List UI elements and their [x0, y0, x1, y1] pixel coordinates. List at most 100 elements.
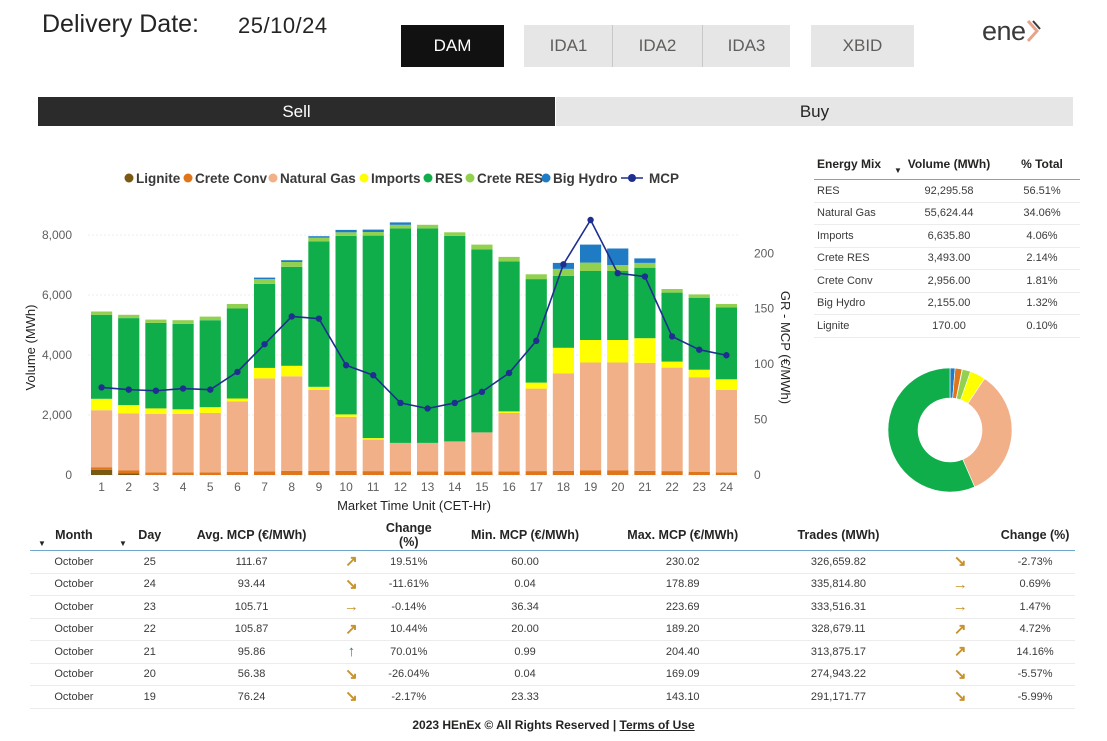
- bar-segment-crete-conv[interactable]: [90, 467, 113, 470]
- bar-segment-natural-gas[interactable]: [607, 362, 629, 471]
- bar-segment-big-hydro[interactable]: [579, 244, 602, 263]
- sort-desc-icon[interactable]: ▼: [894, 166, 902, 175]
- bar-segment-big-hydro[interactable]: [281, 260, 303, 262]
- mcp-point[interactable]: [505, 369, 513, 377]
- bar-segment-big-hydro[interactable]: [335, 229, 357, 233]
- bar-segment-crete-res[interactable]: [308, 237, 330, 242]
- bar-segment-crete-res[interactable]: [525, 274, 547, 280]
- market-button-ida2[interactable]: IDA2: [613, 25, 702, 67]
- bar-segment-imports[interactable]: [308, 386, 330, 390]
- bar-segment-big-hydro[interactable]: [389, 222, 412, 225]
- bar-segment-crete-res[interactable]: [498, 256, 520, 262]
- bar-segment-imports[interactable]: [90, 398, 113, 411]
- bar-segment-crete-conv[interactable]: [416, 471, 439, 475]
- market-button-ida1[interactable]: IDA1: [524, 25, 613, 67]
- mcp-point[interactable]: [98, 384, 105, 391]
- bar-segment-imports[interactable]: [281, 365, 303, 377]
- bar-segment-imports[interactable]: [552, 347, 575, 374]
- bar-segment-natural-gas[interactable]: [145, 413, 167, 473]
- bar-segment-res[interactable]: [389, 228, 412, 443]
- bar-segment-crete-conv[interactable]: [199, 472, 221, 475]
- bar-segment-natural-gas[interactable]: [90, 410, 113, 468]
- bar-segment-crete-res[interactable]: [362, 232, 384, 236]
- energy-mix-header[interactable]: Energy Mix: [817, 156, 882, 171]
- mcp-point[interactable]: [478, 388, 486, 396]
- bar-segment-crete-conv[interactable]: [172, 472, 194, 475]
- mcp-point[interactable]: [560, 261, 567, 268]
- donut-slice-natural-gas[interactable]: [962, 378, 1013, 488]
- bar-segment-res[interactable]: [416, 228, 439, 443]
- mcp-point[interactable]: [342, 362, 350, 369]
- bar-segment-res[interactable]: [362, 235, 384, 439]
- bar-segment-imports[interactable]: [335, 414, 357, 417]
- bar-segment-natural-gas[interactable]: [335, 416, 357, 471]
- bar-segment-crete-res[interactable]: [661, 289, 683, 293]
- mcp-point[interactable]: [641, 273, 649, 280]
- bar-segment-big-hydro[interactable]: [308, 236, 330, 238]
- bar-segment-imports[interactable]: [634, 338, 656, 363]
- bar-segment-crete-res[interactable]: [552, 268, 575, 276]
- bar-segment-crete-res[interactable]: [715, 304, 738, 308]
- mcp-point[interactable]: [668, 333, 676, 340]
- bar-segment-imports[interactable]: [226, 398, 249, 402]
- bar-segment-crete-conv[interactable]: [498, 471, 520, 475]
- bar-segment-crete-res[interactable]: [199, 316, 221, 321]
- legend-label[interactable]: RES: [435, 171, 463, 186]
- bar-segment-natural-gas[interactable]: [471, 432, 493, 472]
- bar-segment-res[interactable]: [661, 292, 683, 362]
- mcp-point[interactable]: [315, 315, 323, 322]
- bar-segment-res[interactable]: [579, 271, 602, 340]
- mcp-point[interactable]: [179, 385, 187, 392]
- bar-segment-natural-gas[interactable]: [172, 413, 194, 473]
- bar-segment-imports[interactable]: [688, 369, 710, 378]
- bar-segment-res[interactable]: [199, 320, 221, 408]
- bar-segment-natural-gas[interactable]: [308, 389, 330, 471]
- mcp-point[interactable]: [723, 352, 730, 359]
- bar-segment-res[interactable]: [145, 322, 167, 409]
- trades-change-header[interactable]: Change (%): [1000, 528, 1070, 542]
- sort-day-icon[interactable]: ▼: [119, 539, 127, 548]
- bar-segment-crete-conv[interactable]: [308, 470, 330, 475]
- bar-segment-res[interactable]: [444, 235, 466, 442]
- market-button-ida3[interactable]: IDA3: [703, 25, 790, 67]
- bar-segment-crete-conv[interactable]: [525, 471, 547, 475]
- volume-header[interactable]: Volume (MWh): [907, 156, 991, 171]
- bar-segment-crete-conv[interactable]: [253, 471, 276, 475]
- mcp-point[interactable]: [261, 340, 268, 348]
- bar-segment-crete-res[interactable]: [145, 319, 167, 323]
- bar-segment-res[interactable]: [715, 307, 738, 380]
- bar-segment-res[interactable]: [498, 261, 520, 412]
- bar-segment-crete-res[interactable]: [688, 294, 710, 298]
- bar-segment-res[interactable]: [335, 235, 357, 415]
- mcp-point[interactable]: [587, 216, 594, 224]
- bar-segment-res[interactable]: [607, 271, 629, 340]
- bar-segment-imports[interactable]: [579, 340, 602, 363]
- bar-segment-natural-gas[interactable]: [118, 413, 140, 471]
- bar-segment-res[interactable]: [118, 318, 140, 406]
- bar-segment-natural-gas[interactable]: [281, 376, 303, 471]
- legend-label[interactable]: Imports: [371, 171, 421, 186]
- min-mcp-header[interactable]: Min. MCP (€/MWh): [471, 528, 580, 542]
- bar-segment-natural-gas[interactable]: [362, 439, 384, 472]
- bar-segment-res[interactable]: [471, 249, 493, 433]
- legend-label[interactable]: Lignite: [136, 171, 181, 186]
- bar-segment-imports[interactable]: [362, 438, 384, 440]
- bar-segment-crete-res[interactable]: [634, 262, 656, 268]
- bar-segment-imports[interactable]: [607, 340, 629, 363]
- bar-segment-crete-conv[interactable]: [444, 471, 466, 475]
- month-header[interactable]: Month: [55, 528, 93, 542]
- bar-segment-crete-conv[interactable]: [715, 472, 738, 475]
- bar-segment-crete-res[interactable]: [226, 304, 249, 309]
- bar-segment-res[interactable]: [525, 279, 547, 383]
- bar-segment-crete-res[interactable]: [471, 244, 493, 250]
- mcp-point[interactable]: [397, 399, 404, 407]
- bar-segment-natural-gas[interactable]: [552, 373, 575, 471]
- bar-segment-crete-conv[interactable]: [145, 472, 167, 475]
- bar-segment-crete-conv[interactable]: [281, 470, 303, 475]
- bar-segment-crete-res[interactable]: [389, 224, 412, 229]
- bar-segment-natural-gas[interactable]: [253, 378, 276, 472]
- mcp-point[interactable]: [234, 368, 241, 376]
- bar-segment-imports[interactable]: [172, 409, 194, 414]
- bar-segment-natural-gas[interactable]: [634, 362, 656, 471]
- legend-label[interactable]: Big Hydro: [553, 171, 618, 186]
